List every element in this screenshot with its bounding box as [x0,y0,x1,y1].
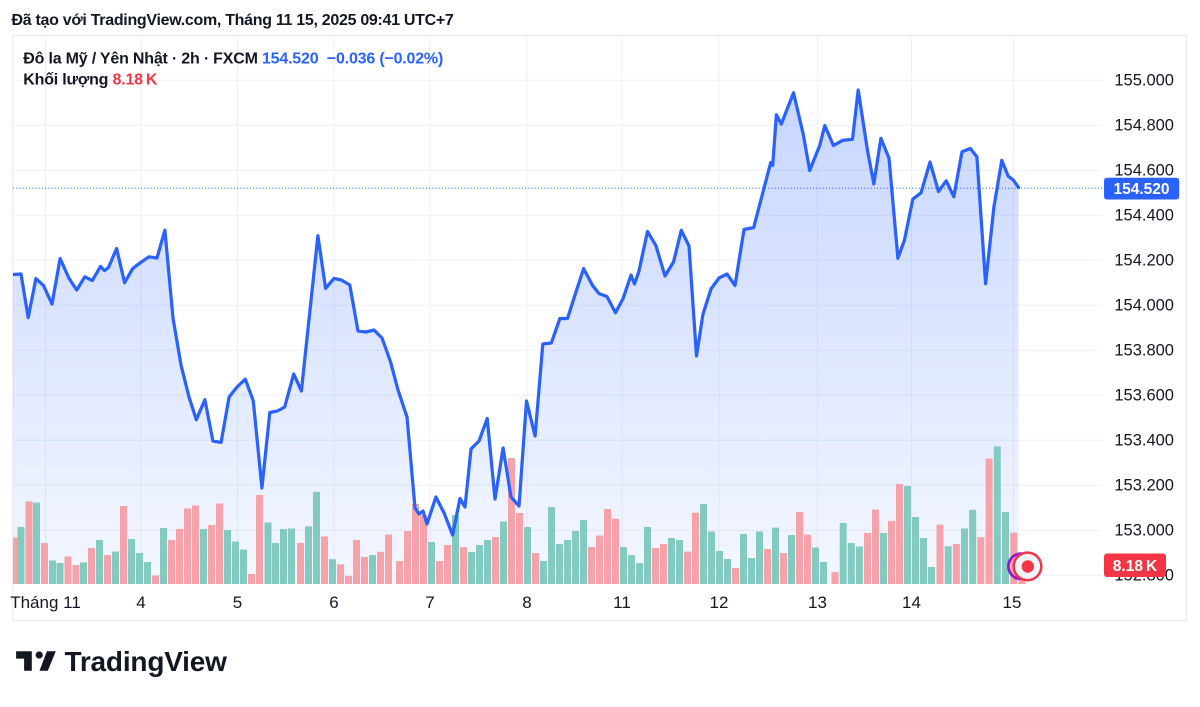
svg-text:153.000: 153.000 [1114,522,1174,540]
svg-text:153.800: 153.800 [1114,342,1174,360]
svg-text:154.520: 154.520 [1113,181,1169,198]
svg-text:154.600: 154.600 [1114,162,1174,180]
svg-text:TradingView: TradingView [65,646,228,677]
svg-text:4: 4 [136,593,145,612]
svg-text:6: 6 [329,593,338,612]
svg-text:153.200: 153.200 [1114,477,1174,495]
svg-text:154.000: 154.000 [1114,297,1174,315]
svg-text:154.800: 154.800 [1114,117,1174,135]
svg-text:12: 12 [710,593,729,612]
svg-text:Khối lượng 8.18 K: Khối lượng 8.18 K [23,72,158,89]
svg-text:154.200: 154.200 [1114,252,1174,270]
svg-text:155.000: 155.000 [1114,72,1174,90]
svg-text:153.600: 153.600 [1114,387,1174,405]
svg-text:11: 11 [613,593,631,612]
svg-text:8.18 K: 8.18 K [1113,558,1158,575]
svg-text:Tháng 11: Tháng 11 [10,593,81,612]
svg-text:13: 13 [808,593,827,612]
svg-text:8: 8 [522,593,531,612]
svg-text:7: 7 [425,593,434,612]
svg-text:15: 15 [1003,593,1022,612]
svg-text:154.400: 154.400 [1114,207,1174,225]
svg-text:153.400: 153.400 [1114,432,1174,450]
svg-text:14: 14 [902,593,921,612]
svg-text:Đã tạo với TradingView.com, Th: Đã tạo với TradingView.com, Tháng 11 15,… [12,12,454,29]
svg-text:5: 5 [233,593,242,612]
svg-text:Đô la Mỹ / Yên Nhật · 2h · FXC: Đô la Mỹ / Yên Nhật · 2h · FXCM 154.520 … [23,51,443,68]
